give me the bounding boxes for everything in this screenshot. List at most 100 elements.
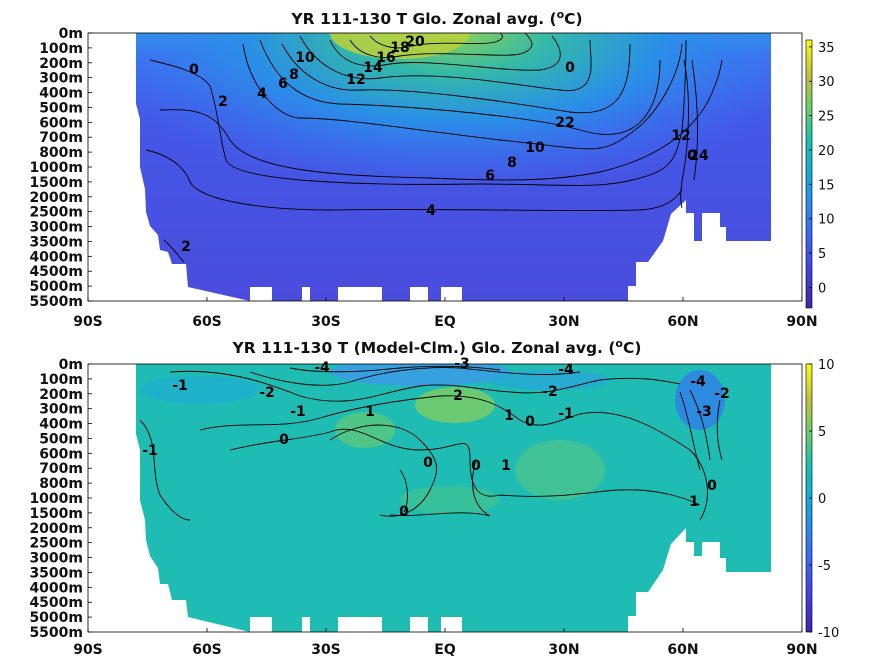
y-tick-label: 4500m [29,264,83,280]
contour-label: 0 [189,62,199,78]
contour-label: 1 [504,408,514,424]
colorbar-tick-label: 15 [818,178,835,193]
x-tick-label: 30S [311,314,341,330]
contour-label: 22 [555,115,574,131]
contour-label: 12 [346,72,365,88]
x-tick-label: 60N [667,314,698,330]
x-tick-label: 60S [192,642,222,656]
x-tick-label: 90N [786,314,817,330]
y-tick-label: 400m [39,417,83,433]
y-tick-label: 200m [39,56,83,72]
contour-label: 4 [426,203,436,219]
colorbar-tick-label: 30 [818,75,835,90]
x-tick-label: 90S [73,314,103,330]
panel-2: YR 111-130 T (Model-Clm.) Glo. Zonal avg… [29,337,839,656]
colorbar-tick-label: 0 [818,492,826,507]
contour-label: 10 [295,50,315,66]
contour-label: -4 [558,362,574,378]
contour-label: 16 [376,50,395,66]
contour-label: 2 [181,239,191,255]
y-tick-label: 2000m [29,190,83,206]
colorbar-tick-label: 5 [818,247,826,262]
panel-2-title: YR 111-130 T (Model-Clm.) Glo. Zonal avg… [232,337,642,357]
y-tick-label: 5000m [29,610,83,626]
y-tick-label: 500m [39,100,83,116]
colorbar-tick-label: -5 [818,559,831,574]
contour-label: 2 [453,388,463,404]
y-tick-label: 0m [59,26,83,42]
colorbar-tick-label: 20 [818,144,835,159]
contour-label: 20 [405,34,425,50]
y-tick-label: 5500m [29,294,83,310]
contour-label: 24 [689,148,709,164]
contour-label: 8 [289,67,299,83]
contour-label: -2 [714,386,730,402]
x-tick-label: EQ [434,642,456,656]
contour-label: -1 [172,378,188,394]
contour-label: -1 [290,404,306,420]
colorbar-tick-label: 5 [818,425,826,440]
y-tick-label: 800m [39,145,83,161]
contour-label: 18 [390,40,409,56]
y-tick-label: 4000m [29,580,83,596]
contour-label: -4 [314,360,330,376]
contour-label: 1 [689,494,699,510]
x-tick-label: 30S [311,642,341,656]
panel-2-contour-labels: -1-4 -3 -4-2 -2-1 121 0 -1-100 0 10-4-3-201 [142,356,730,520]
y-tick-label: 700m [39,461,83,477]
x-tick-label: 30N [548,642,579,656]
y-tick-label: 1000m [29,491,83,507]
contour-label: 0 [687,148,697,164]
contour-label: 8 [507,155,517,171]
x-tick-label: 90N [786,642,817,656]
panel-1-field [136,33,771,301]
colorbar-tick-label: 10 [818,358,835,373]
contour-label: 0 [707,478,717,494]
y-tick-label: 4000m [29,249,83,265]
panel-1-y-ticks: 0m100m200m300m400m500m600m700m800m1000m1… [29,26,92,310]
y-tick-label: 1000m [29,160,83,176]
colorbar-tick-label: -10 [818,626,839,641]
y-tick-label: 3000m [29,551,83,567]
panel-1: YR 111-130 T Glo. Zonal avg. (oC) 02 4681… [29,8,835,330]
y-tick-label: 300m [39,402,83,418]
contour-label: 10 [525,140,545,156]
y-tick-label: 2500m [29,205,83,221]
contour-label: 0 [279,432,289,448]
contour-label: 12 [671,128,690,144]
contour-label: -3 [454,356,470,372]
y-tick-label: 3000m [29,220,83,236]
panel-1-colorbar [805,39,813,309]
colorbar-tick-label: 35 [818,41,835,56]
contour-label: 0 [525,414,535,430]
panel-1-title: YR 111-130 T Glo. Zonal avg. (oC) [290,8,582,28]
panel-2-x-ticks: 90S 60S 30S EQ 30N 60N 90N [73,628,818,656]
y-tick-label: 1500m [29,175,83,191]
contour-label: 6 [485,168,495,184]
contour-label: 0 [471,458,481,474]
y-tick-label: 700m [39,130,83,146]
y-tick-label: 3500m [29,565,83,581]
y-tick-label: 100m [39,41,83,57]
contour-label: 1 [365,404,375,420]
y-tick-label: 0m [59,357,83,373]
y-tick-label: 100m [39,372,83,388]
y-tick-label: 400m [39,86,83,102]
y-tick-label: 2500m [29,536,83,552]
x-tick-label: 60S [192,314,222,330]
contour-label: -4 [690,374,706,390]
contour-label: 2 [218,94,228,110]
y-tick-label: 500m [39,431,83,447]
y-tick-label: 4500m [29,595,83,611]
x-tick-label: EQ [434,314,456,330]
x-tick-label: 60N [667,642,698,656]
contour-label: -2 [259,385,275,401]
panel-1-colorbar-ticks: 35 30 25 20 15 10 5 0 [809,41,835,296]
y-tick-label: 600m [39,115,83,131]
contour-label: -1 [558,406,574,422]
contour-label: 14 [363,60,383,76]
x-tick-label: 30N [548,314,579,330]
contour-label: 0 [399,504,409,520]
contour-label: 1 [501,458,511,474]
